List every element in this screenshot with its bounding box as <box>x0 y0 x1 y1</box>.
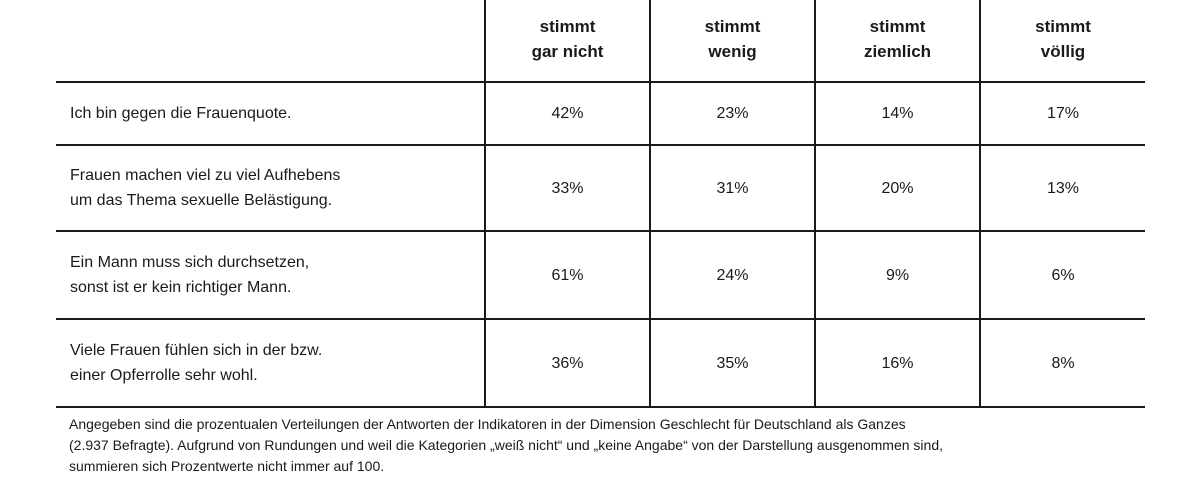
table-row: Frauen machen viel zu viel Aufhebens um … <box>56 145 1145 232</box>
value-cell: 42% <box>484 82 650 146</box>
value-cell: 13% <box>979 145 1145 232</box>
statement-cell: Ich bin gegen die Frauenquote. <box>56 82 485 146</box>
statement-cell: Frauen machen viel zu viel Aufhebens um … <box>56 145 485 232</box>
column-header-gar-nicht: stimmt gar nicht <box>484 0 650 83</box>
survey-table-container: stimmt gar nicht stimmt wenig stimmt zie… <box>56 0 1145 408</box>
column-header-line: stimmt <box>1035 17 1091 36</box>
value-cell: 35% <box>649 319 815 408</box>
statement-cell: Viele Frauen fühlen sich in der bzw. ein… <box>56 319 485 408</box>
column-header-line: stimmt <box>539 17 596 36</box>
statement-line: Ein Mann muss sich durchsetzen, <box>70 254 310 271</box>
value-cell: 36% <box>484 319 650 408</box>
footnote-line: (2.937 Befragte). Aufgrund von Rundungen… <box>69 437 943 453</box>
value-cell: 17% <box>979 82 1145 146</box>
statement-line: um das Thema sexuelle Belästigung. <box>70 192 333 209</box>
value-cell: 33% <box>484 145 650 232</box>
value-cell: 8% <box>979 319 1145 408</box>
column-header-line: stimmt <box>704 17 761 36</box>
column-header-line: gar nicht <box>531 42 604 61</box>
footnote-line: Angegeben sind die prozentualen Verteilu… <box>69 416 906 432</box>
column-header-ziemlich: stimmt ziemlich <box>814 0 980 83</box>
statement-line: Ich bin gegen die Frauenquote. <box>70 105 292 122</box>
value-cell: 14% <box>814 82 980 146</box>
survey-table: stimmt gar nicht stimmt wenig stimmt zie… <box>56 0 1145 408</box>
value-cell: 9% <box>814 231 980 320</box>
value-cell: 31% <box>649 145 815 232</box>
value-cell: 16% <box>814 319 980 408</box>
statement-cell: Ein Mann muss sich durchsetzen, sonst is… <box>56 231 485 320</box>
statement-line: einer Opferrolle sehr wohl. <box>70 367 258 384</box>
table-row: Ein Mann muss sich durchsetzen, sonst is… <box>56 231 1145 320</box>
table-footnote: Angegeben sind die prozentualen Verteilu… <box>69 414 1149 477</box>
table-row: Ich bin gegen die Frauenquote. 42% 23% 1… <box>56 82 1145 146</box>
column-header-voellig: stimmt völlig <box>979 0 1145 83</box>
header-corner-cell <box>56 0 485 83</box>
value-cell: 23% <box>649 82 815 146</box>
footnote-line: summieren sich Prozentwerte nicht immer … <box>69 458 385 474</box>
table-row: Viele Frauen fühlen sich in der bzw. ein… <box>56 319 1145 408</box>
column-header-line: wenig <box>708 42 757 61</box>
statement-line: sonst ist er kein richtiger Mann. <box>70 279 292 296</box>
value-cell: 20% <box>814 145 980 232</box>
value-cell: 6% <box>979 231 1145 320</box>
column-header-line: völlig <box>1040 42 1086 61</box>
value-cell: 24% <box>649 231 815 320</box>
column-header-wenig: stimmt wenig <box>649 0 815 83</box>
column-header-line: stimmt <box>869 17 926 36</box>
header-row: stimmt gar nicht stimmt wenig stimmt zie… <box>56 0 1145 83</box>
column-header-line: ziemlich <box>863 42 932 61</box>
statement-line: Frauen machen viel zu viel Aufhebens <box>70 167 341 184</box>
statement-line: Viele Frauen fühlen sich in der bzw. <box>70 342 323 359</box>
value-cell: 61% <box>484 231 650 320</box>
